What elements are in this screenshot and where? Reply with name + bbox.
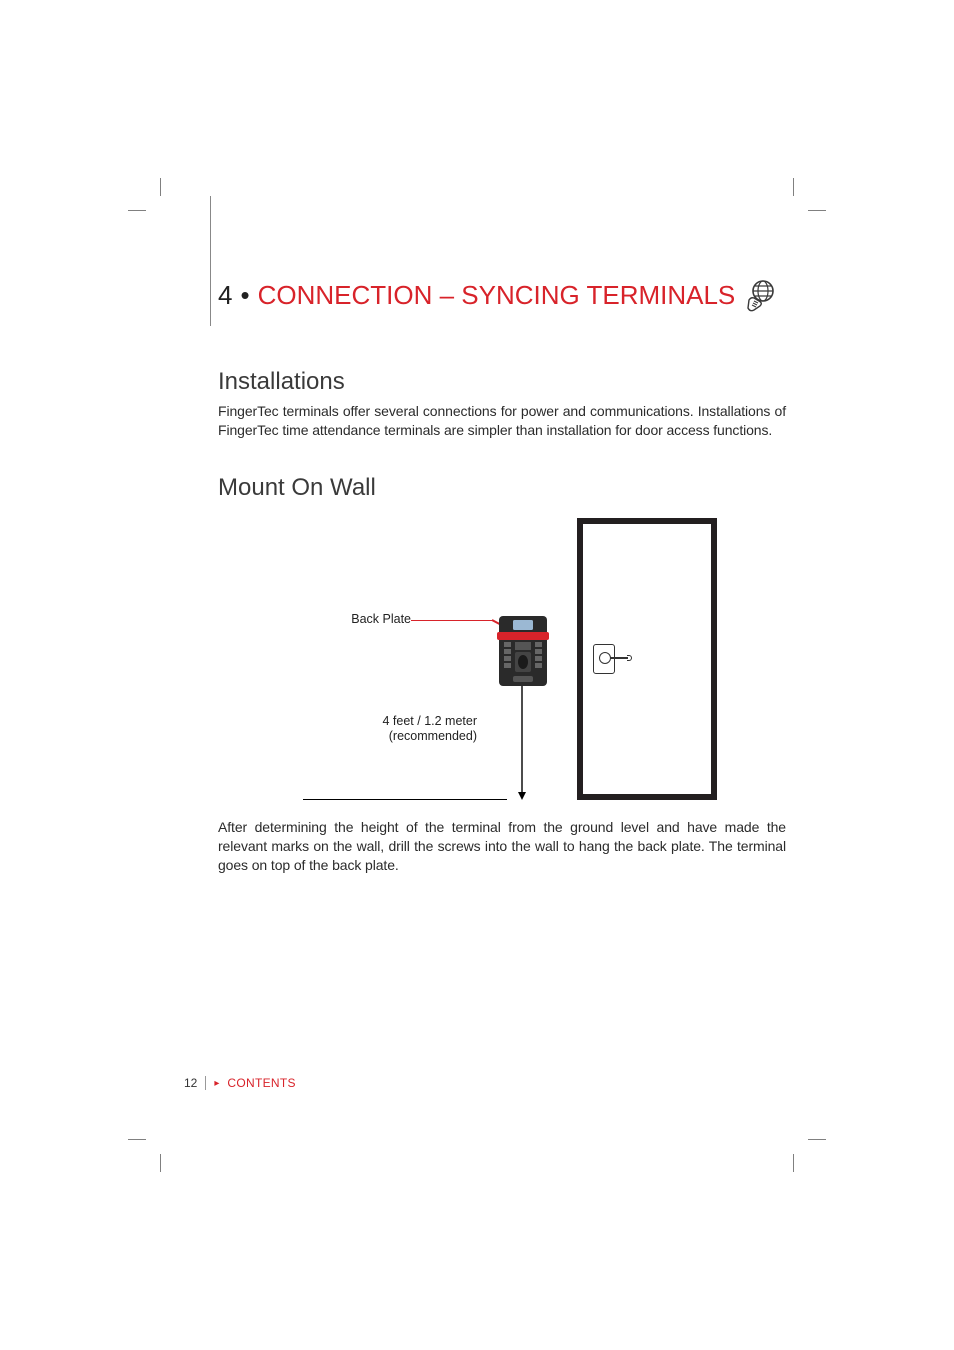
contents-link[interactable]: CONTENTS	[227, 1076, 295, 1090]
page-content: 4 • CONNECTION – SYNCING TERMINALS Insta…	[218, 278, 786, 1130]
globe-hand-icon	[743, 278, 777, 312]
chapter-heading: 4 • CONNECTION – SYNCING TERMINALS	[218, 278, 786, 312]
margin-rule	[210, 196, 211, 326]
triangle-icon: ▸	[214, 1078, 219, 1089]
crop-mark	[146, 1124, 176, 1154]
back-plate-label: Back Plate	[341, 612, 411, 626]
chapter-number: 4	[218, 280, 232, 311]
installations-body: FingerTec terminals offer several connec…	[218, 402, 786, 440]
height-label-line2: (recommended)	[389, 729, 477, 743]
crop-mark	[146, 196, 176, 226]
page-footer: 12 ▸ CONTENTS	[184, 1076, 296, 1090]
door-knob-end	[627, 655, 632, 661]
door	[577, 518, 717, 800]
height-label-line1: 4 feet / 1.2 meter	[383, 714, 478, 728]
height-label: 4 feet / 1.2 meter (recommended)	[367, 714, 477, 745]
crop-mark	[778, 196, 808, 226]
mount-body: After determining the height of the term…	[218, 818, 786, 875]
chapter-title: CONNECTION – SYNCING TERMINALS	[258, 280, 736, 311]
door-knob-stem	[610, 657, 628, 659]
terminal-device	[493, 614, 553, 692]
page-number: 12	[184, 1076, 206, 1090]
bullet: •	[240, 280, 249, 311]
back-plate-leader	[411, 620, 493, 621]
floor-line	[303, 799, 507, 800]
installations-heading: Installations	[218, 368, 786, 396]
mount-heading: Mount On Wall	[218, 474, 786, 502]
mount-diagram: Back Plate 4 feet / 1.2 meter (recommend…	[287, 518, 717, 800]
